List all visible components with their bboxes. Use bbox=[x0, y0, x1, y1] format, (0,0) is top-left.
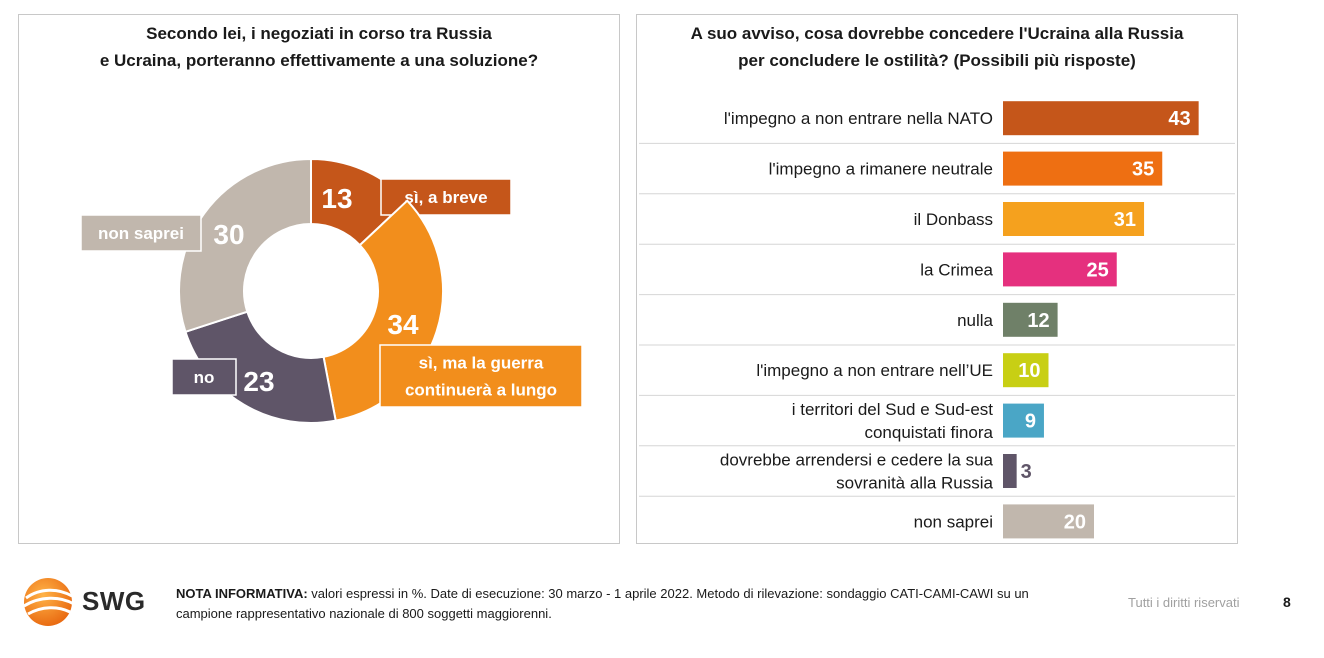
bar-category-label: l'impegno a rimanere neutrale bbox=[769, 160, 993, 179]
bar-value-label: 9 bbox=[1025, 411, 1036, 433]
bar-value-label: 43 bbox=[1168, 108, 1190, 130]
donut-value-label: 30 bbox=[213, 219, 244, 250]
bar-category-label: dovrebbe arrendersi e cedere la sua bbox=[720, 451, 994, 470]
bar-category-label: non saprei bbox=[914, 512, 993, 531]
footer: SWG NOTA INFORMATIVA: valori espressi in… bbox=[0, 560, 1324, 658]
bar-category-label: nulla bbox=[957, 311, 993, 330]
donut-value-label: 34 bbox=[387, 309, 419, 340]
bar bbox=[1003, 504, 1094, 539]
page-number: 8 bbox=[1283, 594, 1291, 610]
logo-text: SWG bbox=[82, 586, 146, 616]
donut-slice-2 bbox=[184, 310, 337, 424]
bar-chart-panel: A suo avviso, cosa dovrebbe concedere l'… bbox=[636, 14, 1238, 544]
donut-label-box bbox=[379, 344, 583, 408]
bar-value-label: 3 bbox=[1021, 461, 1032, 483]
bar-category-label: i territori del Sud e Sud-est bbox=[792, 400, 994, 419]
bar-title-line-1: A suo avviso, cosa dovrebbe concedere l'… bbox=[690, 24, 1184, 43]
bar-category-label: la Crimea bbox=[920, 260, 993, 279]
donut-slice-label: non saprei bbox=[98, 224, 184, 243]
bar bbox=[1003, 302, 1058, 337]
note-line-1: valori espressi in %. Date di esecuzione… bbox=[307, 586, 1029, 601]
donut-chart-panel: Secondo lei, i negoziati in corso tra Ru… bbox=[18, 14, 620, 544]
bar bbox=[1003, 202, 1145, 236]
donut-slice-label: sì, ma la guerra bbox=[419, 354, 544, 373]
bar bbox=[1003, 454, 1017, 488]
info-note: NOTA INFORMATIVA: valori espressi in %. … bbox=[176, 584, 1076, 624]
bar bbox=[1003, 252, 1117, 287]
donut-label-box bbox=[80, 214, 202, 252]
donut-title-line-2: e Ucraina, porteranno effettivamente a u… bbox=[99, 51, 539, 70]
donut-slice-label: sì, a breve bbox=[404, 188, 487, 207]
donut-title-line-1: Secondo lei, i negoziati in corso tra Ru… bbox=[146, 24, 492, 43]
bar bbox=[1003, 101, 1199, 136]
donut-chart-title: Secondo lei, i negoziati in corso tra Ru… bbox=[19, 20, 619, 74]
bar-value-label: 35 bbox=[1132, 159, 1154, 181]
bar bbox=[1003, 403, 1044, 438]
bar-chart: l'impegno a non entrare nella NATO 43 l'im… bbox=[639, 101, 1235, 539]
bar-title-line-2: per concludere le ostilità? (Possibili p… bbox=[738, 51, 1136, 70]
bar-value-label: 25 bbox=[1087, 259, 1109, 281]
donut-value-label: 13 bbox=[321, 183, 352, 214]
donut-slice-label: no bbox=[194, 368, 215, 387]
bar-category-label: sovranità alla Russia bbox=[836, 474, 993, 493]
bar-value-label: 31 bbox=[1114, 209, 1136, 231]
donut-value-label: 23 bbox=[243, 366, 274, 397]
bar-value-label: 10 bbox=[1018, 360, 1040, 382]
bar bbox=[1003, 353, 1049, 388]
bar bbox=[1003, 151, 1163, 186]
donut-slice-label: continuerà a lungo bbox=[405, 381, 557, 400]
bar-category-label: l'impegno a non entrare nella NATO bbox=[724, 109, 993, 128]
bar-category-label: l'impegno a non entrare nell’UE bbox=[756, 361, 993, 380]
bar-category-label: il Donbass bbox=[914, 210, 993, 229]
bar-chart-title: A suo avviso, cosa dovrebbe concedere l'… bbox=[637, 20, 1237, 74]
bar-category-label: conquistati finora bbox=[864, 423, 993, 442]
note-line-2: campione rappresentativo nazionale di 80… bbox=[176, 606, 552, 621]
rights-text: Tutti i diritti riservati bbox=[1128, 595, 1240, 610]
note-label: NOTA INFORMATIVA: bbox=[176, 586, 308, 601]
donut-label-box bbox=[171, 358, 237, 396]
swg-logo-icon bbox=[23, 578, 75, 626]
bar-value-label: 12 bbox=[1027, 310, 1049, 332]
bar-value-label: 20 bbox=[1064, 511, 1086, 533]
donut-slice-3 bbox=[178, 157, 312, 334]
